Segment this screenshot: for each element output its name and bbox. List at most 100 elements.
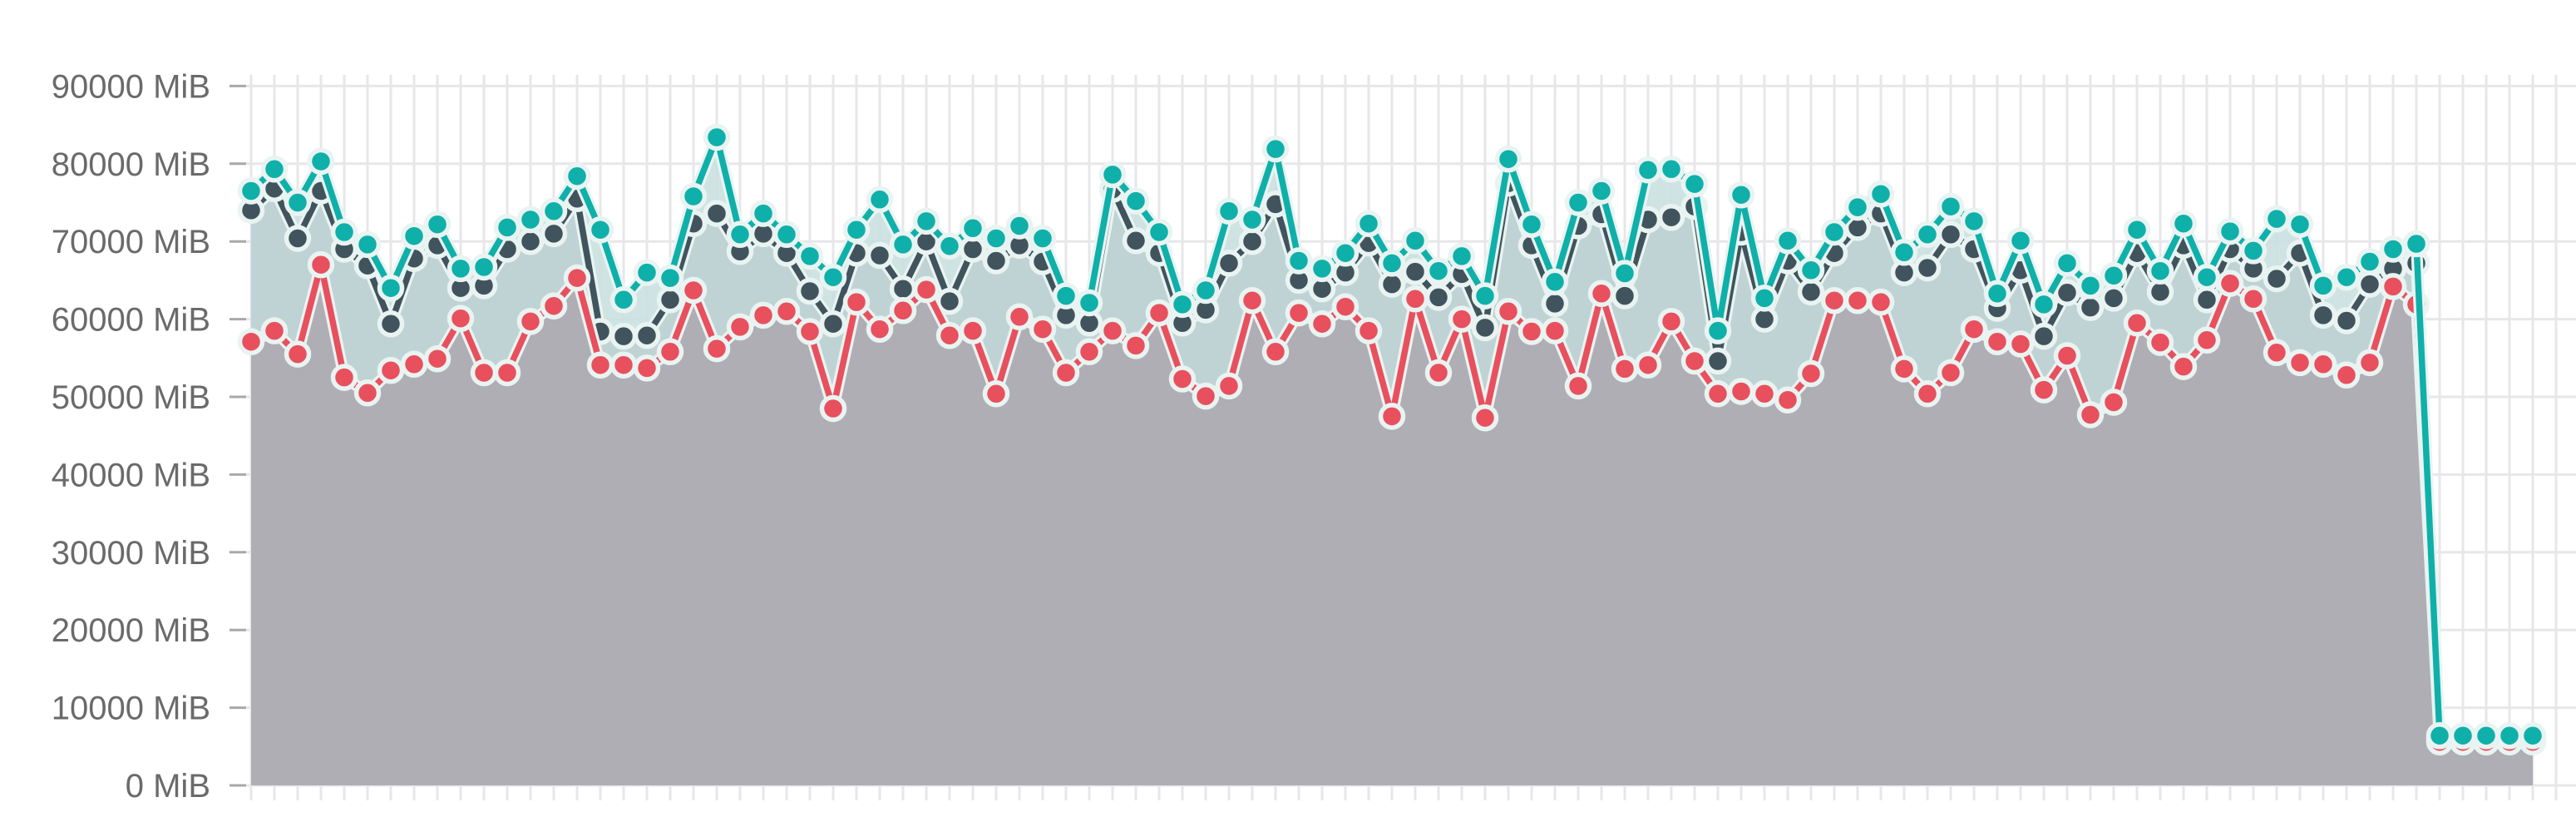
series-teal-point <box>1494 145 1522 173</box>
series-red-point <box>1192 382 1220 410</box>
series-teal-point <box>959 215 987 242</box>
series-red-point <box>1355 317 1383 344</box>
series-teal-point <box>2146 257 2174 285</box>
series-dark-slate-point <box>1657 203 1685 231</box>
series-teal-point <box>1774 227 1802 255</box>
series-teal-point <box>2123 215 2151 244</box>
series-red-point <box>1611 355 1639 383</box>
series-teal-point <box>1727 181 1755 209</box>
series-red-point <box>1424 359 1453 387</box>
series-teal-point <box>2425 721 2454 750</box>
series-dark-slate-point <box>1797 278 1825 306</box>
series-red-point <box>1285 299 1313 327</box>
series-red-point <box>2053 342 2081 369</box>
series-red-point <box>1890 355 1918 383</box>
series-red-point <box>1774 386 1802 413</box>
gray-area-fill <box>251 265 2533 785</box>
series-teal-point <box>1448 242 1476 270</box>
series-red-point <box>1122 332 1150 359</box>
series-red-point <box>2216 270 2244 297</box>
series-teal-point <box>1122 187 1150 215</box>
series-teal-point <box>1680 170 1709 198</box>
series-teal-point <box>656 264 684 292</box>
series-dark-slate-point <box>2263 265 2291 293</box>
series-red-point <box>307 250 335 279</box>
series-red-point <box>470 359 498 387</box>
series-red-point <box>1215 372 1243 400</box>
series-teal-point <box>2286 210 2314 238</box>
series-teal-points <box>237 123 2547 750</box>
series-dark-slate-point <box>2030 322 2058 350</box>
series-teal-point <box>2332 263 2361 291</box>
series-teal <box>237 123 2547 750</box>
series-red-point <box>284 340 312 368</box>
series-teal-point <box>1192 276 1220 305</box>
series-dark-slate-point <box>703 200 731 227</box>
series-red-point <box>1098 317 1127 344</box>
series-teal-point <box>2216 217 2244 245</box>
series-teal-point <box>633 259 661 286</box>
series-teal-point <box>1797 256 1825 285</box>
series-teal-point <box>1401 227 1429 255</box>
series-red-point <box>2239 285 2268 313</box>
series-red-point <box>819 394 847 423</box>
series-teal-point <box>1029 225 1057 252</box>
series-teal-point <box>260 156 289 183</box>
series-teal-point <box>982 225 1010 252</box>
series-red-point <box>935 321 964 349</box>
series-red-point <box>1261 338 1290 366</box>
series-red-point <box>2030 376 2058 404</box>
series-teal-point <box>377 274 405 302</box>
series-red-point <box>1937 359 1965 387</box>
series-red-point <box>1634 351 1662 379</box>
series-red-point <box>1401 285 1429 313</box>
series-red-point <box>726 313 754 341</box>
series-teal-point <box>1378 250 1406 277</box>
series-red-point <box>772 298 801 325</box>
series-teal-point <box>330 218 358 246</box>
series-teal-point <box>2030 290 2058 319</box>
series-teal-point <box>1285 247 1313 275</box>
series-dark-slate-point <box>1238 227 1266 255</box>
series-teal-point <box>1308 255 1336 283</box>
series-teal-point <box>842 215 871 244</box>
series-red-point <box>1308 309 1336 338</box>
series-red-point <box>493 359 521 387</box>
series-red-point <box>796 318 824 345</box>
series-teal-point <box>1704 317 1732 344</box>
y-axis-tick-label: 50000 MiB <box>52 379 210 416</box>
series-teal-point <box>889 230 917 259</box>
series-red-point <box>2263 339 2291 367</box>
series-red-point <box>959 317 987 344</box>
series-teal-point <box>1983 280 2011 308</box>
series-dark-slate-point <box>2076 294 2105 321</box>
series-teal-point <box>423 210 452 238</box>
series-teal-point <box>2309 272 2337 300</box>
series-dark-slate-point <box>1401 258 1429 285</box>
series-teal-point <box>1168 290 1197 319</box>
series-teal-point <box>470 253 498 281</box>
series-teal-point <box>1075 289 1103 317</box>
series-teal-point <box>2379 235 2407 263</box>
series-teal-point <box>1261 135 1290 163</box>
series-teal-point <box>493 214 521 241</box>
series-red-point <box>563 264 591 292</box>
series-teal-point <box>1517 210 1546 238</box>
series-red-point <box>1005 303 1034 331</box>
series-dark-slate-point <box>1937 220 1965 249</box>
series-teal-point <box>1611 260 1639 287</box>
series-teal-point <box>1005 212 1034 240</box>
series-teal-point <box>609 286 638 314</box>
series-teal-point <box>2449 721 2477 750</box>
series-red-point <box>703 334 731 363</box>
series-teal-point <box>1960 207 1988 235</box>
series-red-point <box>1587 280 1616 308</box>
series-teal-point <box>749 200 777 227</box>
series-teal-point <box>935 232 964 260</box>
series-red-point <box>1448 305 1476 333</box>
y-axis-tick-label: 10000 MiB <box>52 691 210 727</box>
series-teal-point <box>1913 220 1942 249</box>
series-dark-slate-point <box>284 225 312 252</box>
series-teal-point <box>400 222 428 250</box>
